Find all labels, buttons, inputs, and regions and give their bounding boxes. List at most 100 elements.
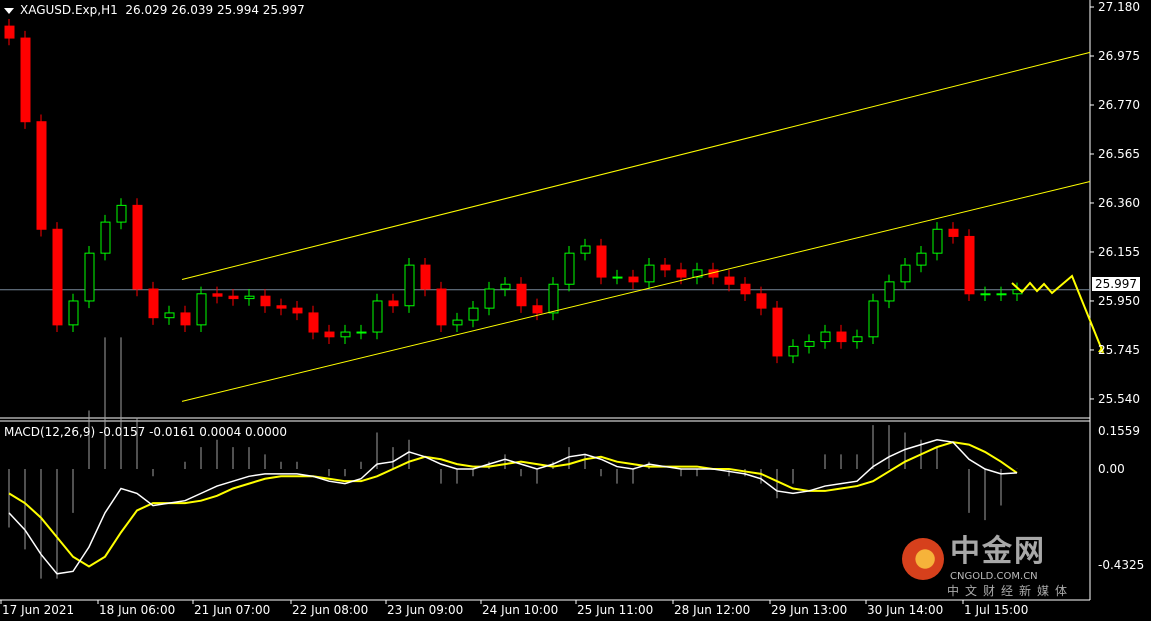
- bearish-candle: [836, 331, 847, 343]
- bullish-candle: [932, 228, 943, 254]
- time-tick-label: 17 Jun 2021: [2, 603, 75, 617]
- time-tick-label: 21 Jun 07:00: [194, 603, 271, 617]
- bullish-candle: [196, 293, 207, 326]
- price-tick-label: 26.155: [1098, 244, 1140, 259]
- bullish-candle: [580, 245, 591, 254]
- bearish-candle: [132, 204, 143, 290]
- macd-signal-line: [8, 441, 1018, 568]
- bearish-candle: [516, 283, 527, 307]
- macd-tick-label: -0.4325: [1098, 558, 1145, 572]
- bearish-candle: [20, 37, 31, 123]
- forecast-arrow-head-icon: [1098, 346, 1104, 353]
- bearish-candle: [724, 276, 735, 285]
- macd-label: MACD(12,26,9): [4, 425, 96, 439]
- bearish-candle: [180, 312, 191, 326]
- macd-tick-label: 0.1559: [1098, 424, 1140, 438]
- watermark-sub: 中文财经新媒体: [947, 584, 1074, 598]
- price-tick-label: 25.950: [1098, 293, 1140, 308]
- bearish-candle: [308, 312, 319, 333]
- bearish-candle: [964, 235, 975, 295]
- forecast-path: [1011, 274, 1103, 351]
- bullish-candle: [884, 281, 895, 302]
- price-tick-label: 25.540: [1098, 391, 1140, 406]
- bearish-candle: [532, 305, 543, 314]
- bearish-candle: [948, 228, 959, 237]
- bullish-candle: [548, 283, 559, 314]
- price-tick-label: 26.565: [1098, 146, 1140, 161]
- bullish-candle: [564, 252, 575, 285]
- bullish-candle: [996, 293, 1007, 296]
- bullish-candle: [116, 204, 127, 223]
- time-tick-label: 24 Jun 10:00: [482, 603, 559, 617]
- bullish-candle: [820, 331, 831, 343]
- bullish-candle: [404, 264, 415, 307]
- bullish-candle: [692, 269, 703, 278]
- cngold-logo-icon: [902, 538, 944, 580]
- price-tick-label: 26.770: [1098, 97, 1140, 112]
- bullish-candle: [68, 300, 79, 326]
- dropdown-triangle-icon[interactable]: [4, 7, 14, 14]
- channel-trendline: [181, 51, 1091, 280]
- time-tick-label: 18 Jun 06:00: [99, 603, 176, 617]
- bullish-candle: [980, 293, 991, 296]
- bullish-candle: [644, 264, 655, 283]
- price-tick-label: 27.180: [1098, 0, 1140, 14]
- bullish-candle: [900, 264, 911, 283]
- bearish-candle: [740, 283, 751, 295]
- bullish-candle: [452, 319, 463, 326]
- bearish-candle: [388, 300, 399, 307]
- bearish-candle: [52, 228, 63, 326]
- bullish-candle: [164, 312, 175, 319]
- bearish-candle: [260, 295, 271, 307]
- bearish-candle: [772, 307, 783, 357]
- macd-values: -0.0157 -0.0161 0.0004 0.0000: [98, 425, 288, 439]
- bearish-candle: [212, 293, 223, 297]
- watermark-cn: 中金网: [950, 534, 1046, 569]
- time-tick-label: 28 Jun 12:00: [674, 603, 751, 617]
- bullish-candle: [852, 336, 863, 343]
- bearish-candle: [4, 25, 15, 39]
- price-tick-label: 26.975: [1098, 48, 1140, 63]
- bullish-candle: [468, 307, 479, 321]
- bearish-candle: [292, 307, 303, 314]
- watermark-en: CNGOLD.COM.CN: [950, 571, 1038, 582]
- macd-main-line: [8, 438, 1018, 575]
- current-price-label: 25.997: [1092, 277, 1140, 291]
- time-tick-label: 30 Jun 14:00: [867, 603, 944, 617]
- macd-title: MACD(12,26,9) -0.0157 -0.0161 0.0004 0.0…: [4, 425, 287, 439]
- bearish-candle: [420, 264, 431, 290]
- bullish-candle: [788, 345, 799, 357]
- bullish-candle: [916, 252, 927, 266]
- bullish-candle: [100, 221, 111, 254]
- bearish-candle: [228, 295, 239, 300]
- bearish-candle: [676, 269, 687, 278]
- bearish-candle: [148, 288, 159, 319]
- chart-title: XAGUSD.Exp,H1 26.029 26.039 25.994 25.99…: [4, 3, 305, 17]
- bearish-candle: [628, 276, 639, 283]
- bullish-candle: [372, 300, 383, 333]
- bearish-candle: [276, 305, 287, 309]
- time-tick-label: 23 Jun 09:00: [387, 603, 464, 617]
- time-tick-label: 1 Jul 15:00: [964, 603, 1029, 617]
- channel-trendline: [181, 180, 1091, 402]
- bullish-candle: [500, 283, 511, 290]
- price-tick-label: 25.745: [1098, 342, 1140, 357]
- time-tick-label: 29 Jun 13:00: [771, 603, 848, 617]
- bearish-candle: [36, 121, 47, 230]
- bullish-candle: [804, 341, 815, 347]
- bearish-candle: [660, 264, 671, 271]
- bullish-candle: [244, 295, 255, 300]
- bullish-candle: [84, 252, 95, 302]
- bearish-candle: [756, 293, 767, 309]
- symbol-label: XAGUSD.Exp,H1: [20, 3, 118, 17]
- macd-tick-label: 0.00: [1098, 462, 1125, 476]
- bearish-candle: [324, 331, 335, 338]
- time-tick-label: 22 Jun 08:00: [292, 603, 369, 617]
- ohlc-values: 26.029 26.039 25.994 25.997: [125, 3, 305, 17]
- bullish-candle: [484, 288, 495, 309]
- bullish-candle: [868, 300, 879, 338]
- bullish-candle: [612, 276, 623, 279]
- bearish-candle: [596, 245, 607, 278]
- cngold-watermark: 中金网 CNGOLD.COM.CN 中文财经新媒体: [900, 534, 1067, 600]
